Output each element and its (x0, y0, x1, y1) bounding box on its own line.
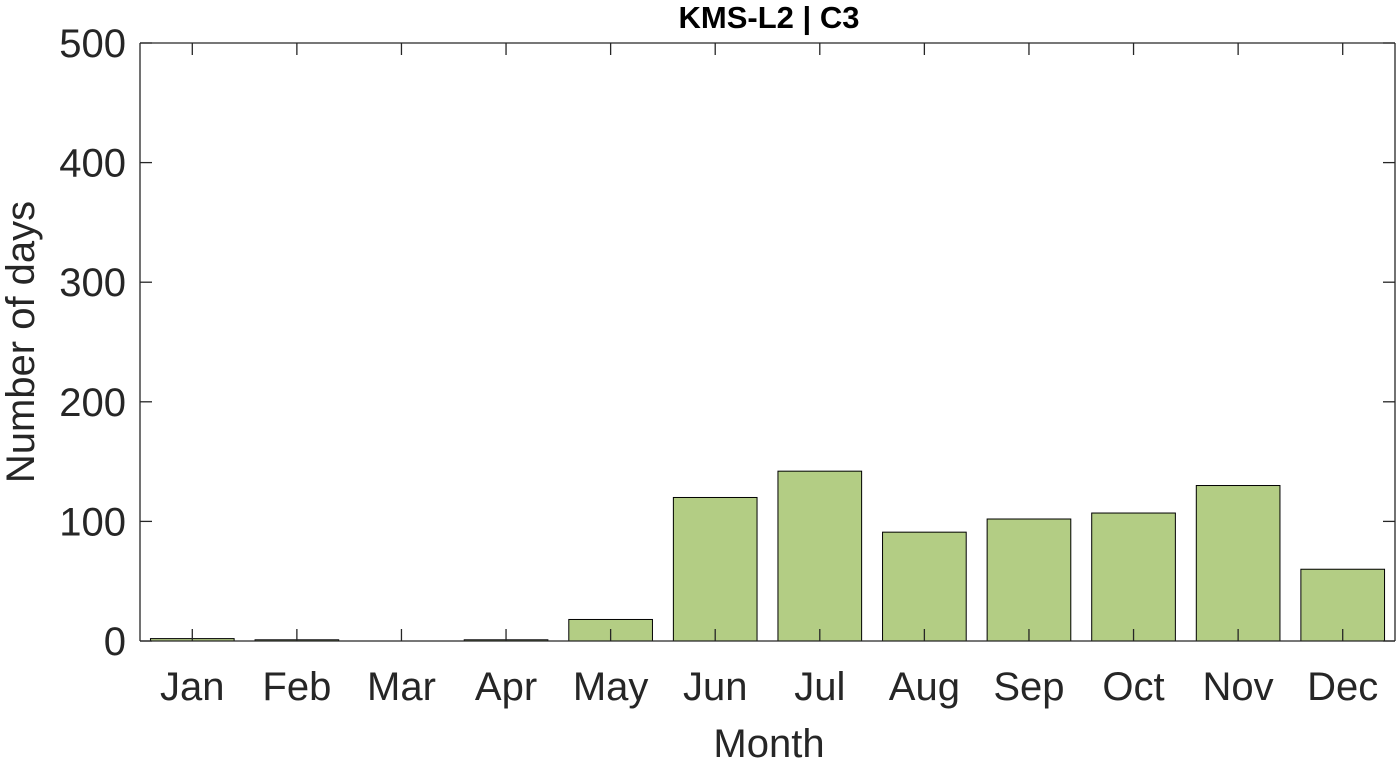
y-tick-label: 400 (59, 142, 126, 186)
x-tick-label-jul: Jul (794, 665, 845, 709)
x-tick-label-nov: Nov (1203, 665, 1274, 709)
x-tick-label-may: May (573, 665, 649, 709)
x-tick-label-jun: Jun (683, 665, 748, 709)
y-axis-ticks: 0 100 200 300 400 500 (59, 22, 1395, 664)
y-tick-label: 300 (59, 261, 126, 305)
x-tick-label-oct: Oct (1102, 665, 1164, 709)
y-tick-label: 200 (59, 381, 126, 425)
bar-jul (777, 470, 863, 642)
bars-layer (149, 470, 1386, 642)
y-tick-label: 500 (59, 22, 126, 66)
bar-oct (1091, 512, 1176, 642)
bar-aug (882, 531, 967, 642)
x-tick-label-feb: Feb (262, 665, 331, 709)
bar-jun (672, 496, 758, 642)
bar-nov (1195, 485, 1281, 642)
x-tick-label-dec: Dec (1307, 665, 1378, 709)
x-axis-ticks: Jan Feb Mar Apr May Jun Jul Aug Sep Oct Nov Dec (160, 43, 1378, 709)
x-tick-label-sep: Sep (993, 665, 1064, 709)
chart-title: KMS-L2 | C3 (679, 0, 860, 35)
x-tick-label-mar: Mar (367, 665, 436, 709)
x-axis-label: Month (713, 722, 824, 760)
x-tick-label-apr: Apr (475, 665, 537, 709)
x-tick-label-jan: Jan (160, 665, 225, 709)
y-axis-label: Number of days (0, 201, 43, 483)
y-tick-label: 0 (104, 620, 126, 664)
x-tick-label-aug: Aug (889, 665, 960, 709)
bar-sep (986, 518, 1072, 642)
axes-layer (139, 42, 1396, 642)
y-tick-label: 100 (59, 500, 126, 544)
